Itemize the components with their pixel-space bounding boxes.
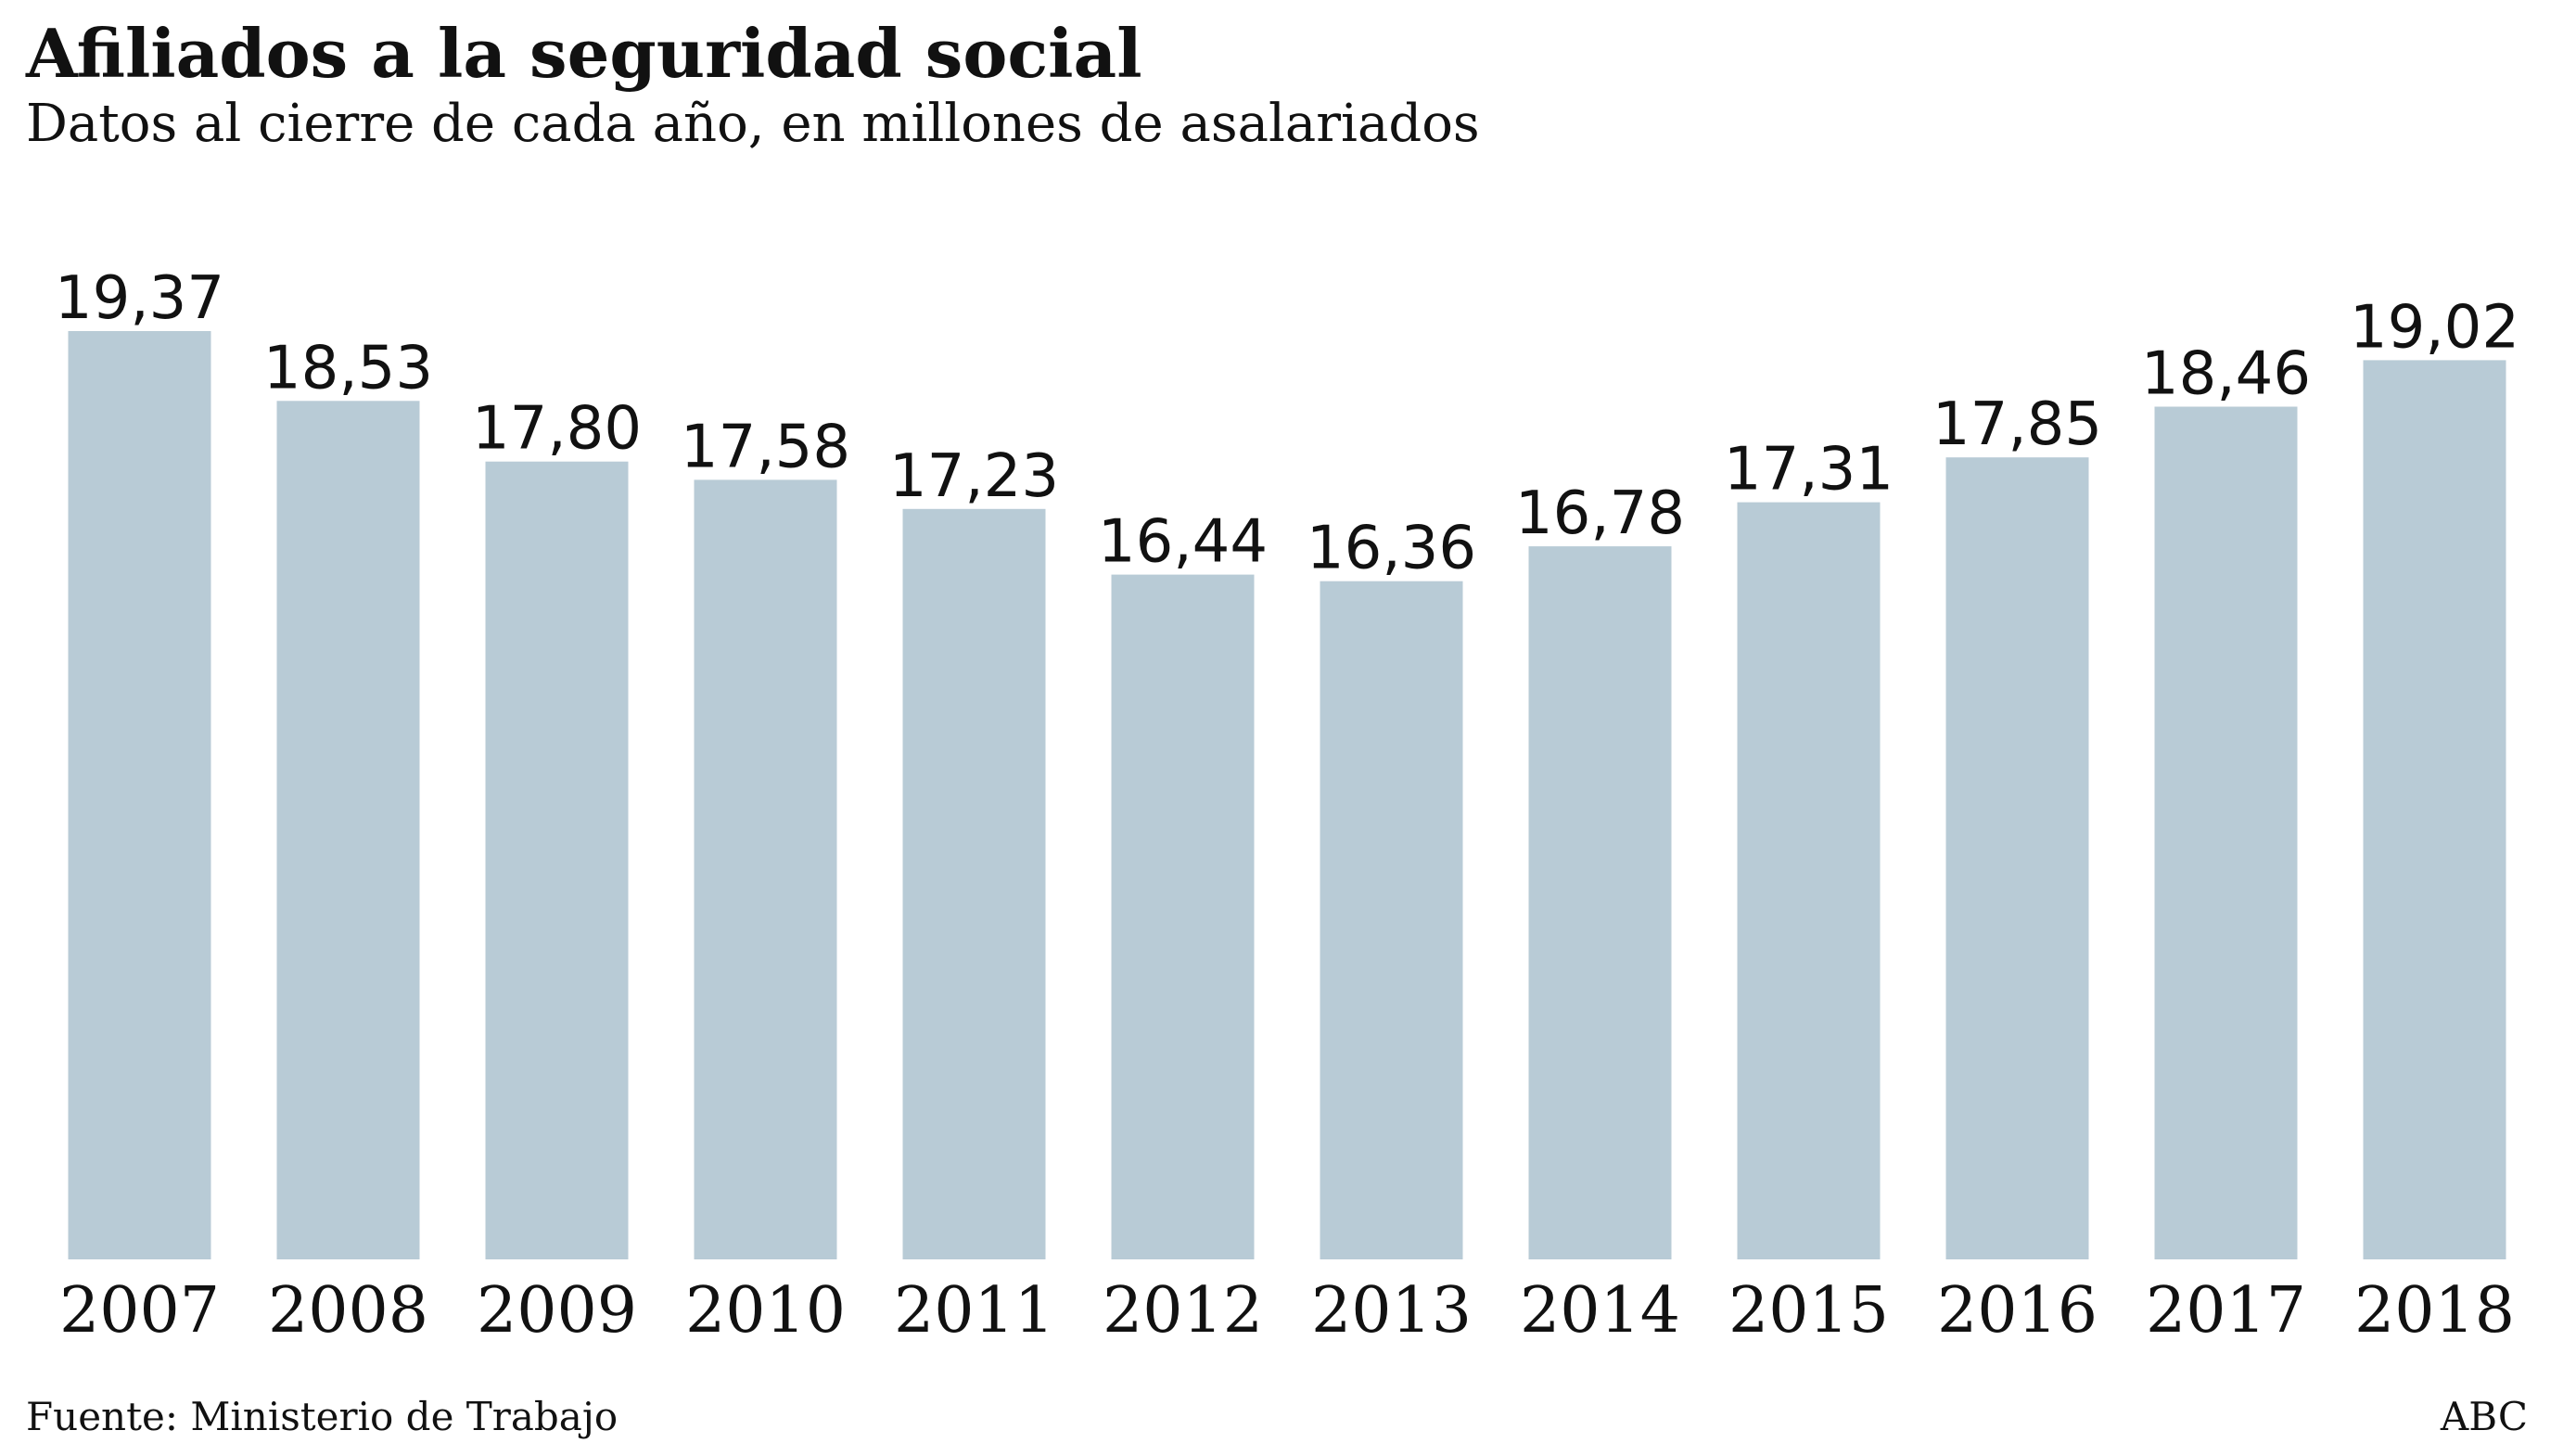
value-label-2015: 17,31 bbox=[1724, 436, 1894, 504]
x-tick-label-2013: 2013 bbox=[1311, 1274, 1472, 1347]
bar-2014 bbox=[1528, 546, 1672, 1259]
bar-2009 bbox=[485, 461, 629, 1259]
x-tick-label-2012: 2012 bbox=[1103, 1274, 1263, 1347]
value-label-2007: 19,37 bbox=[55, 264, 224, 333]
bar-2013 bbox=[1320, 581, 1463, 1259]
x-tick-label-2017: 2017 bbox=[2146, 1274, 2306, 1347]
chart-title: Afiliados a la seguridad social bbox=[26, 14, 1142, 93]
x-tick-label-2018: 2018 bbox=[2354, 1274, 2515, 1347]
value-label-2016: 17,85 bbox=[1932, 390, 2102, 459]
x-tick-label-2015: 2015 bbox=[1728, 1274, 1889, 1347]
publisher-credit: ABC bbox=[2440, 1394, 2528, 1439]
bar-2011 bbox=[902, 508, 1046, 1259]
bar-2017 bbox=[2154, 406, 2298, 1259]
source-note: Fuente: Ministerio de Trabajo bbox=[26, 1394, 618, 1439]
value-label-2017: 18,46 bbox=[2141, 340, 2311, 409]
value-label-2008: 18,53 bbox=[263, 334, 433, 402]
x-tick-label-2014: 2014 bbox=[1520, 1274, 1680, 1347]
bar-2015 bbox=[1737, 502, 1881, 1259]
value-label-2018: 19,02 bbox=[2350, 293, 2519, 362]
x-tick-label-2007: 2007 bbox=[59, 1274, 220, 1347]
value-label-2011: 17,23 bbox=[889, 442, 1059, 511]
x-tick-label-2009: 2009 bbox=[477, 1274, 637, 1347]
x-tick-label-2011: 2011 bbox=[894, 1274, 1054, 1347]
value-label-2013: 16,36 bbox=[1307, 515, 1476, 583]
bar-2012 bbox=[1111, 574, 1255, 1259]
bar-2018 bbox=[2363, 360, 2506, 1259]
value-label-2010: 17,58 bbox=[681, 413, 850, 481]
chart-subtitle: Datos al cierre de cada año, en millones… bbox=[26, 94, 1480, 154]
x-tick-label-2008: 2008 bbox=[268, 1274, 428, 1347]
value-label-2009: 17,80 bbox=[472, 395, 642, 464]
x-tick-label-2016: 2016 bbox=[1937, 1274, 2098, 1347]
bar-2008 bbox=[276, 401, 420, 1259]
value-label-2012: 16,44 bbox=[1098, 508, 1268, 577]
x-tick-label-2010: 2010 bbox=[685, 1274, 846, 1347]
bar-2007 bbox=[68, 331, 211, 1259]
value-label-2014: 16,78 bbox=[1515, 479, 1685, 548]
bar-2010 bbox=[694, 479, 837, 1259]
bar-2016 bbox=[1945, 457, 2089, 1259]
